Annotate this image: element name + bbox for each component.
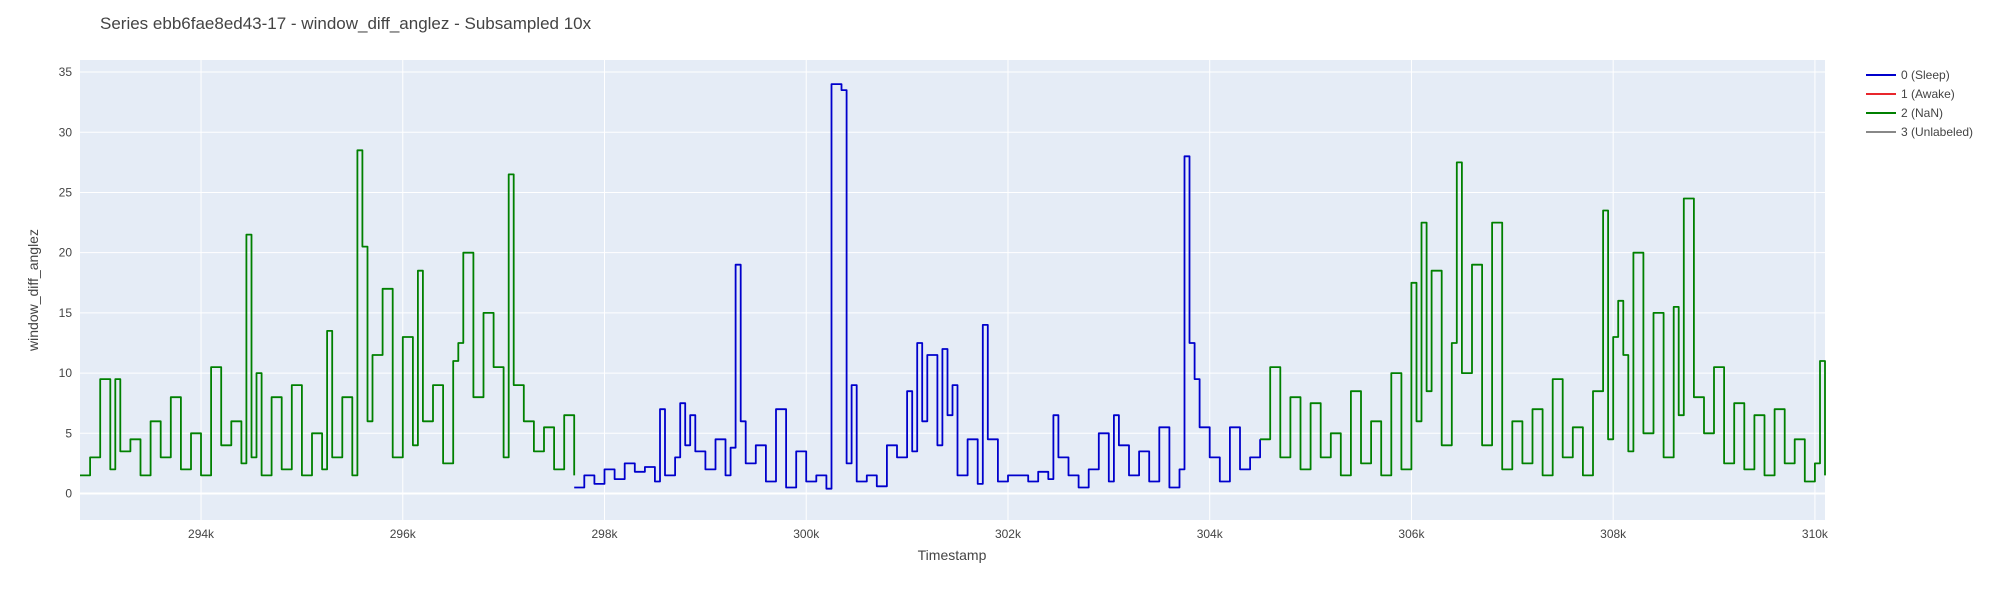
series-lines — [80, 83, 1826, 490]
series-line — [574, 83, 1261, 490]
y-tick-label: 15 — [59, 306, 73, 320]
y-tick-labels: 0 5 10 15 20 25 30 35 — [59, 65, 73, 500]
legend-label: 1 (Awake) — [1901, 87, 1955, 101]
series-line — [80, 149, 576, 477]
legend[interactable]: 0 (Sleep) 1 (Awake) 2 (NaN) 3 (Unlabeled) — [1866, 68, 1973, 139]
x-axis-title: Timestamp — [918, 547, 987, 563]
legend-item[interactable]: 1 (Awake) — [1866, 87, 1955, 101]
legend-item[interactable]: 3 (Unlabeled) — [1866, 125, 1973, 139]
legend-label: 3 (Unlabeled) — [1901, 125, 1973, 139]
x-tick-labels: 294k 296k 298k 300k 302k 304k 306k 308k 310k — [188, 527, 1829, 541]
x-tick-label: 308k — [1600, 527, 1627, 541]
x-tick-label: 306k — [1398, 527, 1425, 541]
y-tick-label: 5 — [65, 426, 72, 440]
y-tick-label: 20 — [59, 246, 73, 260]
x-tick-label: 296k — [390, 527, 417, 541]
legend-item[interactable]: 0 (Sleep) — [1866, 68, 1950, 82]
chart-title: Series ebb6fae8ed43-17 - window_diff_ang… — [100, 14, 592, 33]
y-tick-label: 35 — [59, 65, 73, 79]
x-tick-label: 310k — [1802, 527, 1829, 541]
legend-item[interactable]: 2 (NaN) — [1866, 106, 1943, 120]
legend-label: 2 (NaN) — [1901, 106, 1943, 120]
y-tick-label: 10 — [59, 366, 73, 380]
y-tick-label: 30 — [59, 125, 73, 139]
x-tick-label: 302k — [995, 527, 1022, 541]
gridlines — [80, 60, 1825, 520]
y-tick-label: 25 — [59, 185, 73, 199]
y-tick-label: 0 — [65, 487, 72, 501]
series-line — [1260, 161, 1826, 483]
legend-label: 0 (Sleep) — [1901, 68, 1950, 82]
plot-area — [80, 60, 1825, 520]
x-tick-label: 298k — [591, 527, 618, 541]
y-axis-title: window_diff_anglez — [25, 229, 41, 352]
x-tick-label: 304k — [1197, 527, 1224, 541]
x-tick-label: 300k — [793, 527, 820, 541]
x-tick-label: 294k — [188, 527, 215, 541]
